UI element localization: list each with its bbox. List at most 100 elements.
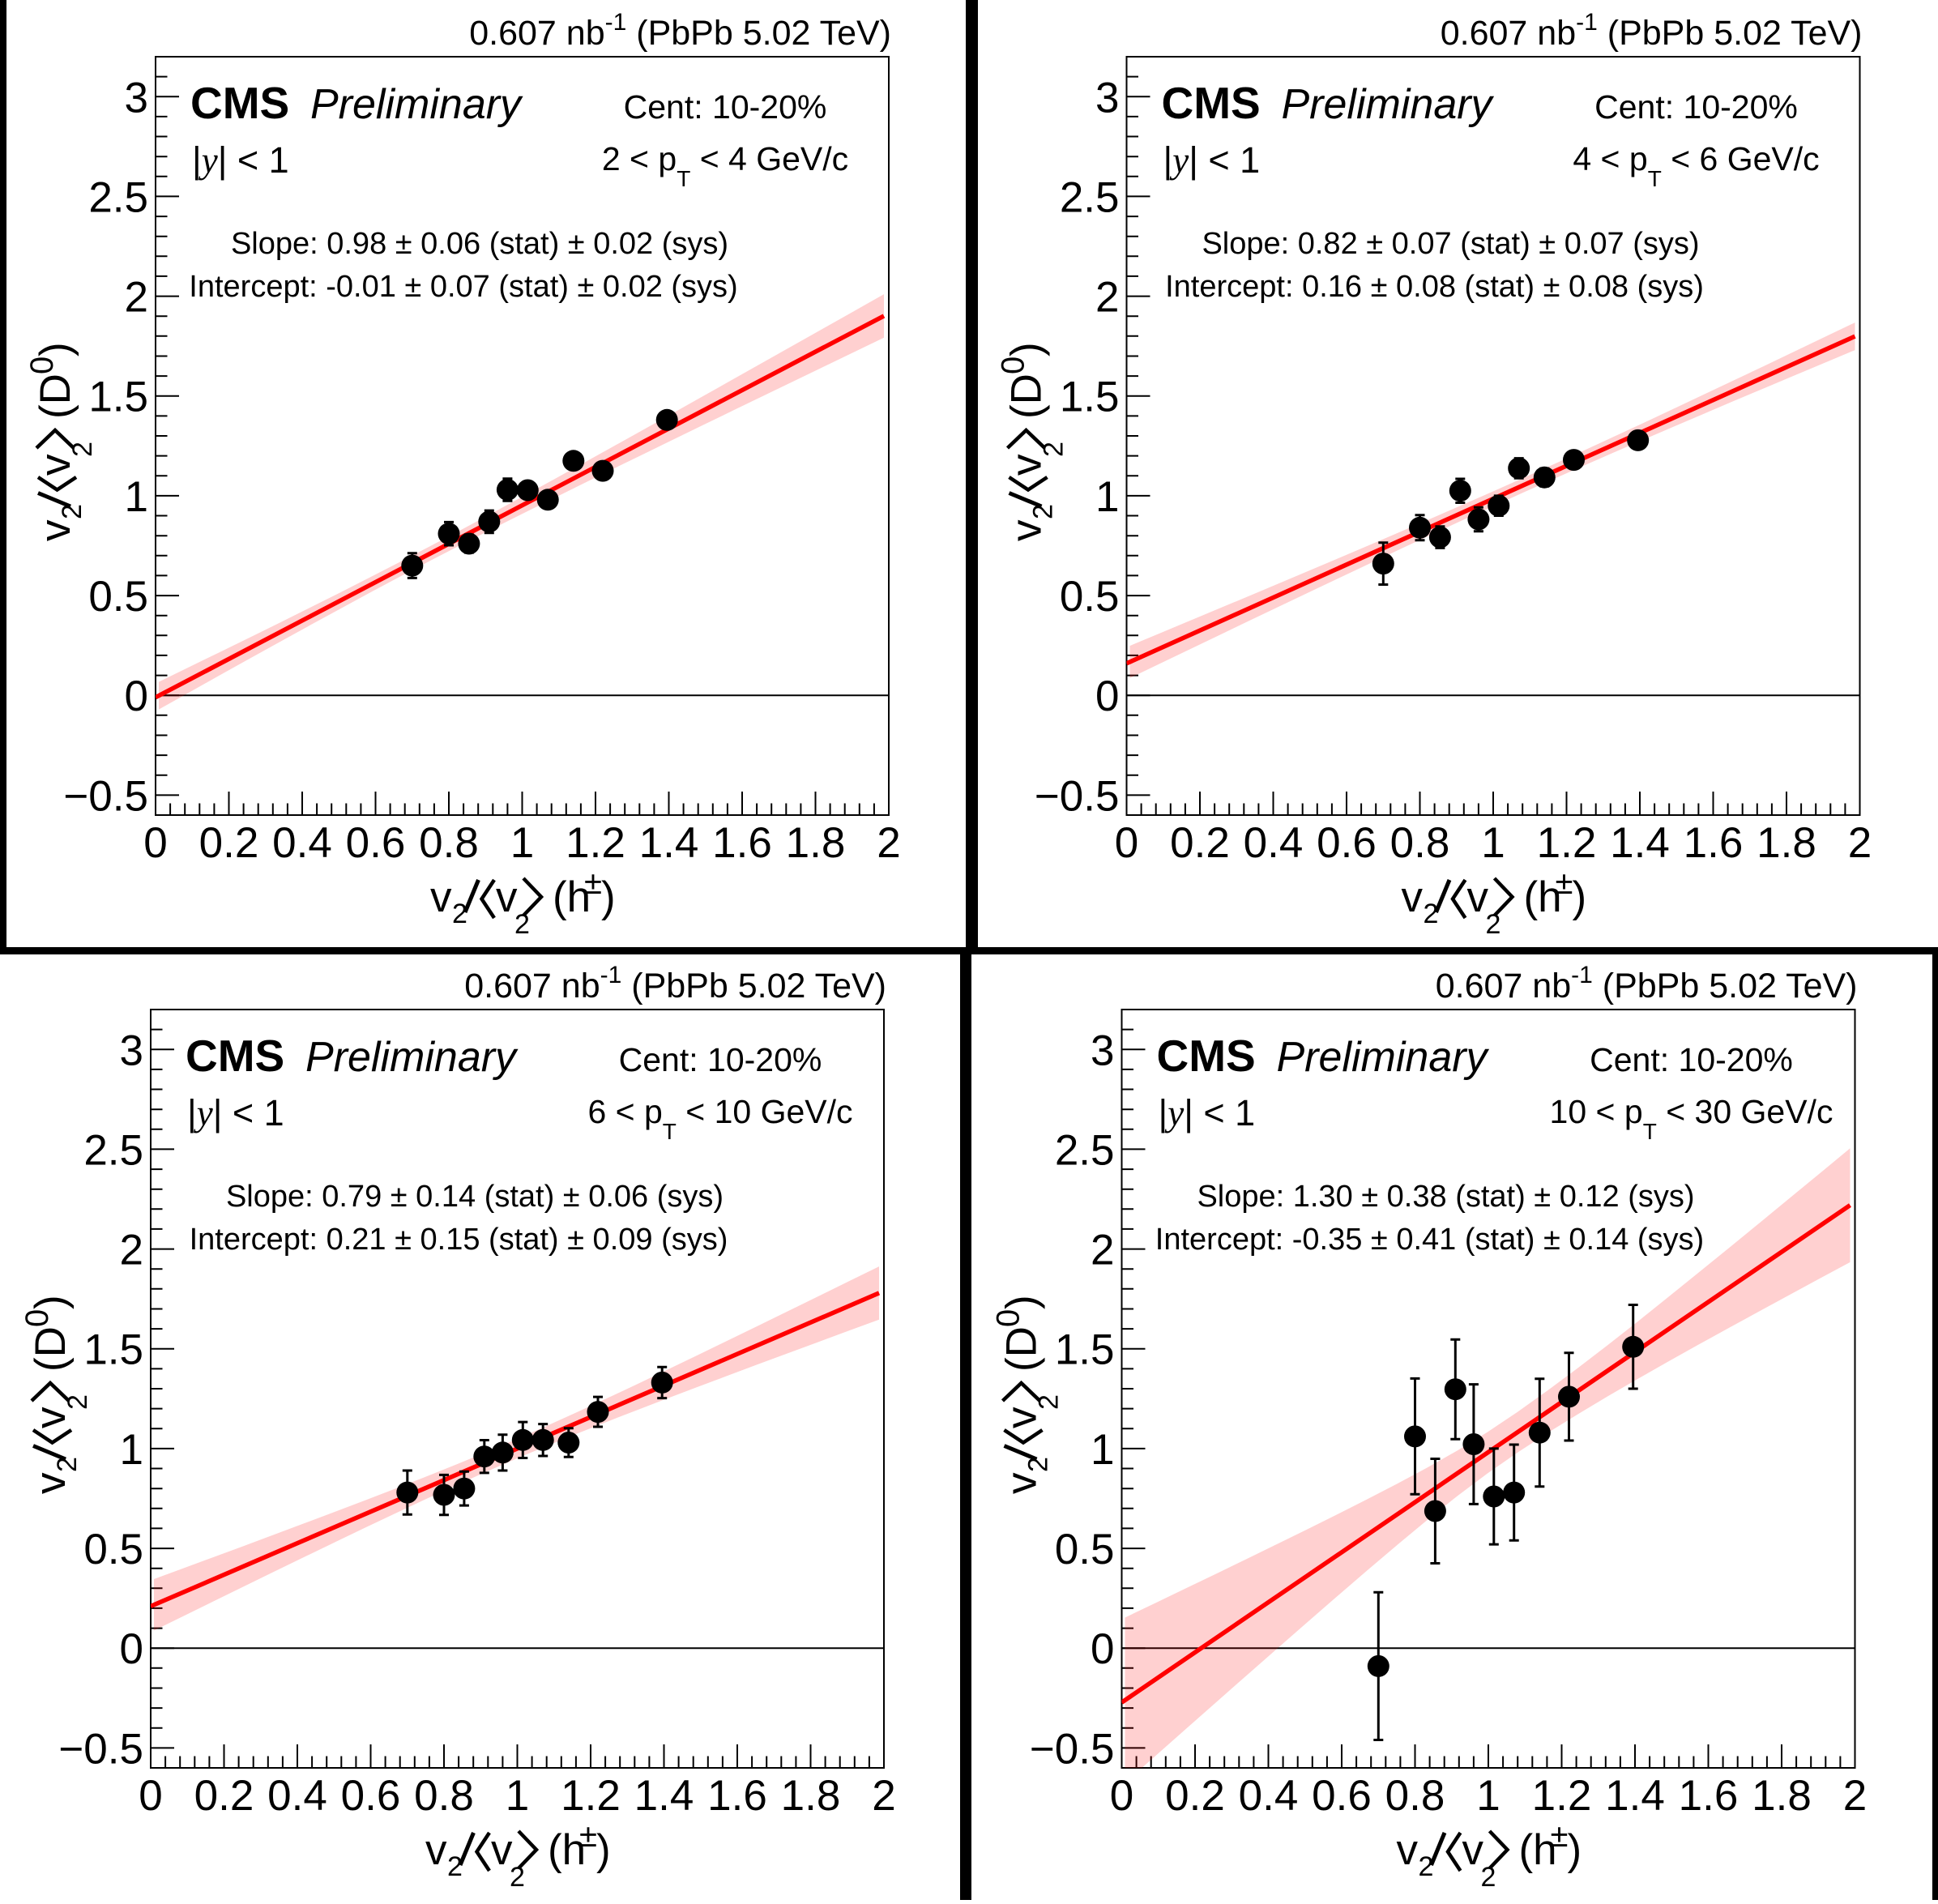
svg-text:2: 2 xyxy=(1419,1851,1434,1882)
svg-text:0.5: 0.5 xyxy=(1055,1526,1115,1573)
svg-text:±: ± xyxy=(1551,1818,1569,1854)
svg-text:0.607 nb-1 (PbPb 5.02 TeV): 0.607 nb-1 (PbPb 5.02 TeV) xyxy=(464,962,886,1005)
svg-text:Intercept: -0.35 ± 0.41 (stat): Intercept: -0.35 ± 0.41 (stat) ± 0.14 (s… xyxy=(1155,1223,1704,1257)
svg-text:): ) xyxy=(998,1295,1046,1309)
svg-text:Cent: 10-20%: Cent: 10-20% xyxy=(1590,1041,1793,1078)
svg-text:): ) xyxy=(1003,342,1051,356)
svg-text:0.4: 0.4 xyxy=(1239,1772,1299,1820)
svg-text:0: 0 xyxy=(139,1772,162,1820)
svg-text:1: 1 xyxy=(1481,819,1505,867)
svg-text:|y| < 1: |y| < 1 xyxy=(187,1092,284,1133)
svg-text:0.6: 0.6 xyxy=(341,1772,401,1820)
svg-text:|y| < 1: |y| < 1 xyxy=(192,139,289,181)
svg-text:3: 3 xyxy=(120,1027,143,1074)
svg-text:): ) xyxy=(27,1295,75,1309)
svg-text:2: 2 xyxy=(125,274,148,322)
svg-text:2: 2 xyxy=(62,1394,93,1410)
svg-text:CMS: CMS xyxy=(1157,1031,1256,1081)
svg-text:2.5: 2.5 xyxy=(1055,1126,1115,1174)
svg-text:1: 1 xyxy=(1095,473,1119,521)
svg-text:v: v xyxy=(425,1826,447,1874)
svg-text:2: 2 xyxy=(57,504,88,519)
svg-text:1: 1 xyxy=(1476,1772,1500,1820)
svg-text:2: 2 xyxy=(1034,1394,1065,1410)
svg-text:0.5: 0.5 xyxy=(1060,573,1120,621)
svg-text:1.2: 1.2 xyxy=(566,819,625,867)
svg-text:v: v xyxy=(27,1472,75,1494)
svg-text:1.2: 1.2 xyxy=(1537,819,1597,867)
svg-text:Cent: 10-20%: Cent: 10-20% xyxy=(624,88,827,126)
svg-text:2: 2 xyxy=(120,1227,143,1274)
svg-text:0: 0 xyxy=(1095,672,1119,720)
svg-text:Slope: 0.98 ± 0.06 (stat) ± 0.: Slope: 0.98 ± 0.06 (stat) ± 0.02 (sys) xyxy=(231,227,728,261)
svg-text:v: v xyxy=(1397,1826,1419,1874)
svg-text:0.4: 0.4 xyxy=(272,819,332,867)
svg-text:3: 3 xyxy=(125,74,148,122)
svg-text:0.607 nb-1 (PbPb 5.02 TeV): 0.607 nb-1 (PbPb 5.02 TeV) xyxy=(1436,962,1858,1005)
svg-text:−0.5: −0.5 xyxy=(58,1725,143,1773)
svg-text:0.6: 0.6 xyxy=(1312,1772,1372,1820)
svg-text:v: v xyxy=(1462,1826,1484,1874)
svg-text:1.6: 1.6 xyxy=(1684,819,1744,867)
svg-text:Preliminary: Preliminary xyxy=(310,81,523,128)
svg-text:v: v xyxy=(27,1407,75,1428)
svg-text:): ) xyxy=(1573,873,1587,921)
svg-text:0: 0 xyxy=(1115,819,1138,867)
svg-text:0: 0 xyxy=(996,356,1031,374)
svg-text:0.6: 0.6 xyxy=(1317,819,1377,867)
svg-text:0: 0 xyxy=(120,1625,143,1673)
svg-text:(h: (h xyxy=(548,1826,586,1874)
svg-text:0.8: 0.8 xyxy=(414,1772,474,1820)
svg-text:v: v xyxy=(496,873,518,921)
svg-text:2.5: 2.5 xyxy=(88,173,148,221)
svg-text:0.5: 0.5 xyxy=(83,1526,143,1573)
svg-text:v: v xyxy=(32,519,79,541)
svg-text:1.4: 1.4 xyxy=(1605,1772,1665,1820)
svg-text:(h: (h xyxy=(1524,873,1562,921)
svg-text:0.4: 0.4 xyxy=(1244,819,1304,867)
svg-text:1.4: 1.4 xyxy=(634,1772,694,1820)
svg-text:1: 1 xyxy=(125,473,148,521)
svg-text:(D: (D xyxy=(998,1326,1046,1372)
svg-text:2: 2 xyxy=(67,442,98,457)
svg-text:0: 0 xyxy=(991,1309,1027,1327)
svg-text:1.8: 1.8 xyxy=(1757,819,1816,867)
svg-text:Intercept: -0.01 ± 0.07 (stat): Intercept: -0.01 ± 0.07 (stat) ± 0.02 (s… xyxy=(189,270,737,304)
svg-text:1.6: 1.6 xyxy=(707,1772,767,1820)
svg-text:0: 0 xyxy=(1091,1625,1114,1673)
svg-text:v: v xyxy=(1003,519,1051,541)
svg-text:2: 2 xyxy=(872,1772,895,1820)
svg-text:0.6: 0.6 xyxy=(346,819,406,867)
svg-text:−0.5: −0.5 xyxy=(1030,1725,1115,1773)
svg-text:−0.5: −0.5 xyxy=(63,772,148,820)
svg-text:0: 0 xyxy=(125,672,148,720)
svg-text:2: 2 xyxy=(1095,274,1119,322)
svg-text:v: v xyxy=(32,454,79,476)
svg-text:Intercept: 0.16 ± 0.08 (stat): Intercept: 0.16 ± 0.08 (stat) ± 0.08 (sy… xyxy=(1165,270,1704,304)
svg-text:): ) xyxy=(32,342,79,356)
svg-text:0.2: 0.2 xyxy=(1165,1772,1225,1820)
svg-text:1.5: 1.5 xyxy=(88,374,148,421)
svg-text:0: 0 xyxy=(24,356,60,374)
svg-text:1.2: 1.2 xyxy=(561,1772,621,1820)
svg-text:1.8: 1.8 xyxy=(1752,1772,1812,1820)
svg-text:3: 3 xyxy=(1091,1027,1114,1074)
svg-text:Intercept: 0.21 ± 0.15 (stat): Intercept: 0.21 ± 0.15 (stat) ± 0.09 (sy… xyxy=(190,1223,728,1257)
svg-text:): ) xyxy=(1568,1826,1582,1874)
svg-text:1.2: 1.2 xyxy=(1532,1772,1592,1820)
svg-text:2: 2 xyxy=(1481,1862,1496,1893)
svg-text:CMS: CMS xyxy=(1162,78,1261,128)
svg-text:2: 2 xyxy=(447,1851,463,1882)
svg-text:v: v xyxy=(1467,873,1489,921)
svg-text:1.5: 1.5 xyxy=(83,1326,143,1374)
svg-text:±: ± xyxy=(579,1818,597,1854)
svg-text:1.5: 1.5 xyxy=(1055,1326,1115,1374)
svg-text:0: 0 xyxy=(1110,1772,1133,1820)
svg-text:2: 2 xyxy=(1848,819,1872,867)
svg-text:v: v xyxy=(998,1472,1046,1494)
svg-text:(h: (h xyxy=(553,873,591,921)
svg-text:0.8: 0.8 xyxy=(419,819,479,867)
svg-text:Slope: 0.79 ± 0.14 (stat) ± 0.: Slope: 0.79 ± 0.14 (stat) ± 0.06 (sys) xyxy=(226,1180,724,1214)
svg-text:1.4: 1.4 xyxy=(1610,819,1670,867)
svg-text:2.5: 2.5 xyxy=(83,1126,143,1174)
